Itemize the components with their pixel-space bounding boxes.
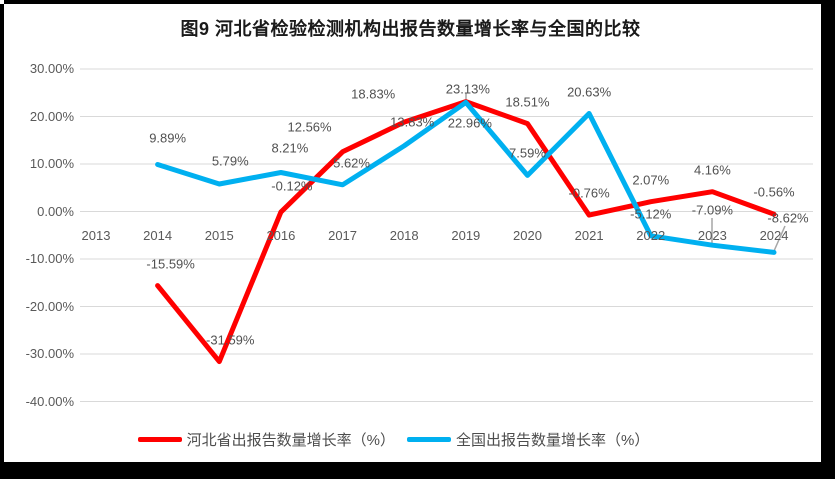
data-label: -8.62% bbox=[767, 210, 809, 226]
x-tick-label: 2020 bbox=[513, 228, 542, 243]
legend-item-hebei: 河北省出报告数量增长率（%） bbox=[137, 429, 395, 450]
y-tick-label: 30.00% bbox=[29, 61, 74, 76]
x-tick-label: 2024 bbox=[759, 228, 789, 243]
table-border-top bbox=[4, 0, 835, 4]
data-label: 7.59% bbox=[509, 145, 546, 161]
legend-label-hebei: 河北省出报告数量增长率（%） bbox=[186, 432, 395, 449]
x-tick-label: 2019 bbox=[451, 228, 481, 243]
x-tick-label: 2015 bbox=[204, 228, 234, 243]
y-tick-label: -10.00% bbox=[25, 251, 74, 266]
chart-title: 图9 河北省检验检测机构出报告数量增长率与全国的比较 bbox=[180, 19, 641, 39]
x-tick-label: 2021 bbox=[574, 228, 604, 243]
legend-item-national: 全国出报告数量增长率（%） bbox=[407, 429, 649, 450]
x-tick-label: 2018 bbox=[389, 228, 419, 243]
data-label: 12.56% bbox=[287, 119, 332, 135]
data-label: 18.83% bbox=[351, 86, 396, 102]
x-tick-label: 2014 bbox=[143, 228, 173, 243]
x-tick-label: 2013 bbox=[81, 228, 111, 243]
legend-swatch-national-icon bbox=[407, 437, 451, 442]
data-label: -31.59% bbox=[206, 332, 255, 348]
data-label: 9.89% bbox=[149, 130, 187, 146]
legend-swatch-hebei-icon bbox=[137, 437, 182, 442]
label-leader-line bbox=[773, 225, 786, 252]
data-label: 8.21% bbox=[271, 140, 309, 155]
data-label: -15.59% bbox=[146, 256, 195, 272]
y-tick-label: 20.00% bbox=[29, 108, 74, 124]
data-label: -7.09% bbox=[691, 202, 733, 218]
x-tick-label: 2022 bbox=[636, 228, 666, 243]
data-label: 2.07% bbox=[632, 172, 670, 188]
data-label: 5.79% bbox=[211, 153, 249, 169]
data-label: 20.63% bbox=[567, 84, 612, 99]
data-label: 4.16% bbox=[693, 162, 731, 178]
x-tick-label: 2016 bbox=[266, 228, 296, 243]
table-border-right bbox=[821, 0, 835, 479]
y-tick-label: -30.00% bbox=[25, 346, 74, 361]
data-label: 22.96% bbox=[447, 115, 492, 131]
x-tick-label: 2017 bbox=[328, 228, 358, 243]
table-border-bottom bbox=[0, 462, 835, 479]
data-label: -5.12% bbox=[630, 206, 672, 222]
data-label: -0.12% bbox=[271, 178, 313, 194]
y-tick-label: -20.00% bbox=[25, 298, 74, 314]
table-border-left bbox=[0, 4, 4, 463]
series-line-national bbox=[155, 99, 777, 255]
y-tick-label: 10.00% bbox=[29, 156, 74, 171]
data-label: 23.13% bbox=[445, 81, 490, 97]
data-label: 18.51% bbox=[505, 94, 550, 110]
x-tick-label: 2023 bbox=[697, 228, 727, 243]
data-label: -0.56% bbox=[753, 184, 795, 200]
legend-label-national: 全国出报告数量增长率（%） bbox=[456, 432, 650, 449]
legend: 河北省出报告数量增长率（%） 全国出报告数量增长率（%） bbox=[0, 429, 811, 450]
data-label: 13.83% bbox=[390, 114, 435, 130]
y-tick-label: 0.00% bbox=[37, 203, 74, 219]
data-label: -0.76% bbox=[568, 185, 610, 201]
data-label: 5.62% bbox=[333, 155, 370, 171]
y-tick-label: -40.00% bbox=[25, 393, 74, 409]
